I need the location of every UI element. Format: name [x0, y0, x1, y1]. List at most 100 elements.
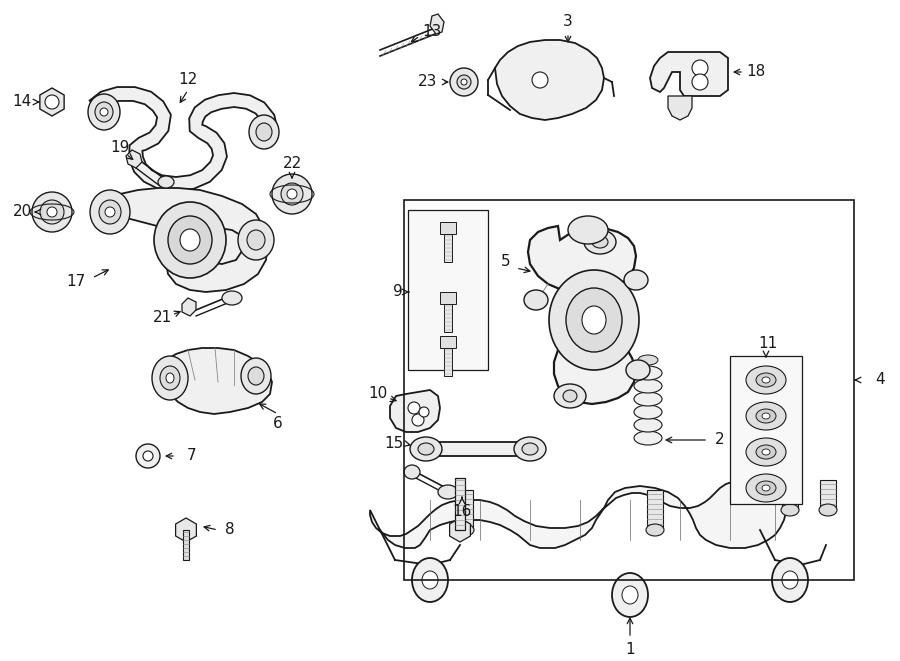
Text: 18: 18	[746, 65, 766, 79]
Ellipse shape	[634, 379, 662, 393]
Text: 21: 21	[152, 311, 172, 325]
Polygon shape	[528, 226, 636, 404]
Ellipse shape	[634, 392, 662, 406]
Ellipse shape	[582, 306, 606, 334]
Text: 5: 5	[501, 254, 511, 270]
Ellipse shape	[419, 407, 429, 417]
Ellipse shape	[32, 192, 72, 232]
Bar	[440, 222, 456, 234]
Polygon shape	[182, 298, 196, 316]
Ellipse shape	[100, 108, 108, 116]
Text: 3: 3	[563, 15, 573, 30]
Ellipse shape	[622, 586, 638, 604]
Ellipse shape	[456, 524, 474, 536]
Ellipse shape	[756, 373, 776, 387]
Bar	[444, 304, 452, 332]
Ellipse shape	[746, 366, 786, 394]
Bar	[440, 292, 456, 304]
Ellipse shape	[746, 438, 786, 466]
Ellipse shape	[762, 413, 770, 419]
Bar	[404, 200, 854, 580]
Text: 23: 23	[418, 75, 437, 89]
Ellipse shape	[256, 123, 272, 141]
Bar	[408, 210, 488, 370]
Ellipse shape	[782, 571, 798, 589]
Bar	[418, 442, 538, 456]
Ellipse shape	[554, 384, 586, 408]
Polygon shape	[40, 88, 64, 116]
Polygon shape	[650, 52, 728, 96]
Ellipse shape	[624, 270, 648, 290]
Ellipse shape	[692, 74, 708, 90]
Bar	[444, 348, 452, 376]
Ellipse shape	[143, 451, 153, 461]
Ellipse shape	[514, 437, 546, 461]
Text: 6: 6	[273, 416, 283, 432]
Ellipse shape	[756, 481, 776, 495]
Ellipse shape	[584, 230, 616, 254]
Ellipse shape	[287, 189, 297, 199]
Ellipse shape	[88, 94, 120, 130]
Bar	[457, 490, 473, 530]
Ellipse shape	[408, 402, 420, 414]
Ellipse shape	[692, 60, 708, 76]
Ellipse shape	[412, 558, 448, 602]
Polygon shape	[96, 188, 268, 292]
Bar	[647, 490, 663, 530]
Polygon shape	[495, 40, 604, 120]
Ellipse shape	[45, 95, 59, 109]
Ellipse shape	[563, 390, 577, 402]
Ellipse shape	[762, 377, 770, 383]
Ellipse shape	[222, 291, 242, 305]
Ellipse shape	[646, 524, 664, 536]
Ellipse shape	[410, 437, 442, 461]
Text: 11: 11	[759, 336, 778, 352]
Ellipse shape	[634, 405, 662, 419]
Ellipse shape	[524, 290, 548, 310]
Polygon shape	[158, 348, 272, 414]
Ellipse shape	[461, 79, 467, 85]
Ellipse shape	[522, 443, 538, 455]
Ellipse shape	[99, 200, 121, 224]
Bar	[440, 336, 456, 348]
Polygon shape	[370, 480, 786, 548]
Text: 17: 17	[67, 274, 86, 290]
Ellipse shape	[592, 236, 608, 248]
Text: 8: 8	[225, 522, 235, 537]
Bar	[183, 530, 189, 560]
Text: 14: 14	[13, 95, 32, 110]
Polygon shape	[176, 518, 196, 542]
Ellipse shape	[158, 176, 174, 188]
Ellipse shape	[762, 449, 770, 455]
Ellipse shape	[626, 360, 650, 380]
Bar	[455, 478, 465, 530]
Ellipse shape	[168, 216, 212, 264]
Ellipse shape	[566, 288, 622, 352]
Text: 7: 7	[187, 449, 197, 463]
Ellipse shape	[154, 202, 226, 278]
Polygon shape	[450, 518, 471, 542]
Polygon shape	[126, 150, 142, 168]
Ellipse shape	[47, 207, 57, 217]
Text: 13: 13	[422, 24, 442, 40]
Ellipse shape	[438, 485, 458, 499]
Ellipse shape	[238, 220, 274, 260]
Ellipse shape	[457, 75, 471, 89]
Ellipse shape	[762, 485, 770, 491]
Ellipse shape	[412, 414, 424, 426]
Text: 22: 22	[283, 157, 302, 171]
Text: 1: 1	[626, 642, 634, 658]
Ellipse shape	[248, 367, 264, 385]
Polygon shape	[668, 96, 692, 120]
Polygon shape	[390, 390, 440, 432]
Text: 10: 10	[368, 387, 388, 401]
Ellipse shape	[40, 200, 64, 224]
Ellipse shape	[241, 358, 271, 394]
Ellipse shape	[422, 571, 438, 589]
Ellipse shape	[634, 366, 662, 380]
Ellipse shape	[634, 418, 662, 432]
Ellipse shape	[612, 573, 648, 617]
Ellipse shape	[249, 115, 279, 149]
Ellipse shape	[756, 445, 776, 459]
Bar	[782, 480, 798, 510]
